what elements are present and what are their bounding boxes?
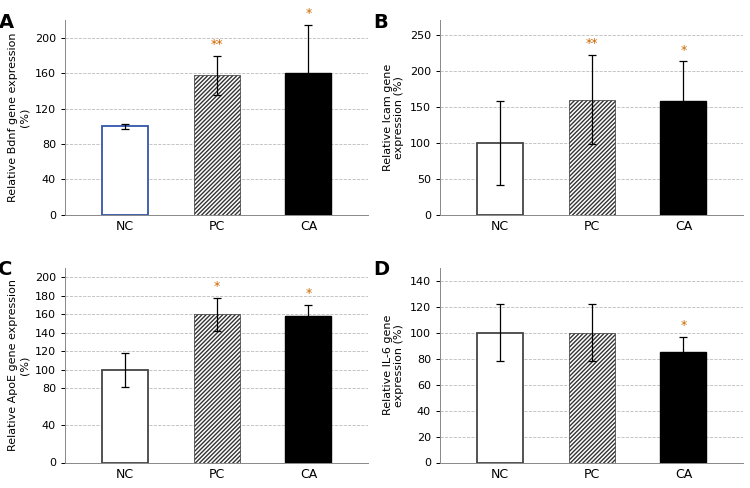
Bar xyxy=(477,143,523,215)
Text: *: * xyxy=(680,43,686,57)
Text: A: A xyxy=(0,13,13,32)
Bar xyxy=(286,73,332,215)
Y-axis label: Relative Bdnf gene expression
(%): Relative Bdnf gene expression (%) xyxy=(8,33,29,203)
Text: **: ** xyxy=(585,37,598,50)
Bar xyxy=(568,333,614,463)
Bar xyxy=(194,314,239,463)
Bar xyxy=(477,333,523,463)
Bar xyxy=(568,100,614,215)
Text: B: B xyxy=(374,13,388,32)
Bar xyxy=(661,101,706,215)
Text: *: * xyxy=(305,7,311,20)
Y-axis label: Relative ApoE gene expression
(%): Relative ApoE gene expression (%) xyxy=(8,279,29,451)
Text: *: * xyxy=(214,280,220,293)
Bar xyxy=(661,352,706,463)
Text: *: * xyxy=(305,287,311,300)
Text: C: C xyxy=(0,260,13,279)
Text: **: ** xyxy=(210,38,223,51)
Bar xyxy=(102,126,148,215)
Bar xyxy=(102,370,148,463)
Bar xyxy=(286,316,332,463)
Y-axis label: Relative IL-6 gene
expression (%): Relative IL-6 gene expression (%) xyxy=(382,315,404,415)
Text: *: * xyxy=(680,319,686,332)
Text: D: D xyxy=(374,260,389,279)
Bar xyxy=(194,75,239,215)
Y-axis label: Relative Icam gene
expression (%): Relative Icam gene expression (%) xyxy=(382,64,404,171)
